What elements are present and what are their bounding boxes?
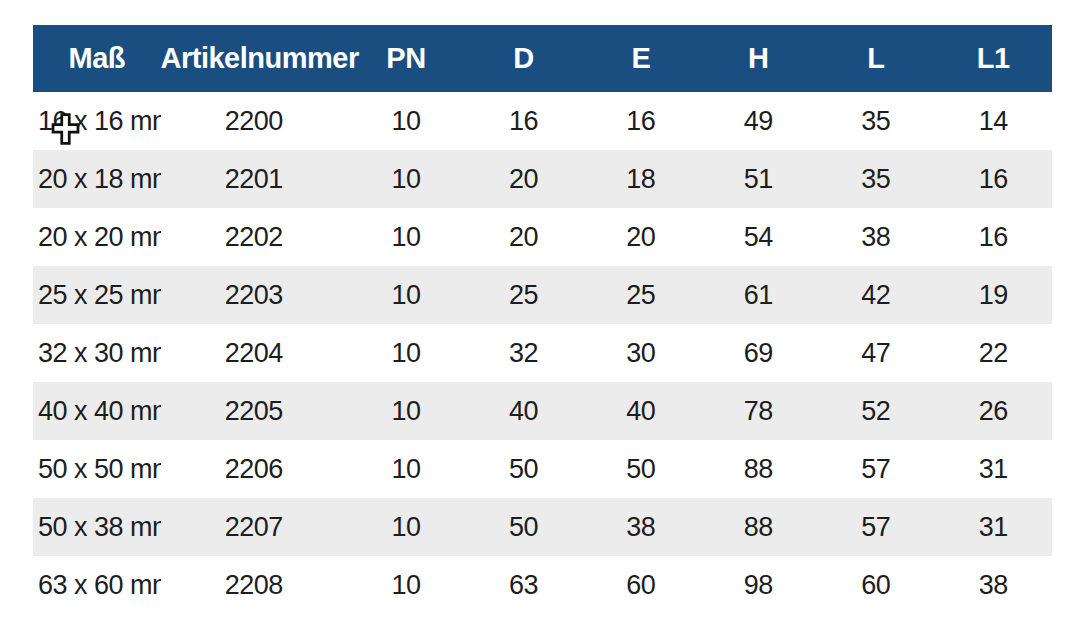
table-cell: 10 xyxy=(347,208,464,266)
table-cell: 16 xyxy=(934,208,1052,266)
table-cell: 2208 xyxy=(161,556,348,614)
table-cell: 50 xyxy=(465,440,582,498)
dimensions-table-container: Maß Artikelnummer PN D E H L L1 16 x 16 … xyxy=(33,25,1052,614)
table-cell: 63 xyxy=(465,556,582,614)
table-cell: 61 xyxy=(700,266,817,324)
column-header-d: D xyxy=(465,25,582,92)
table-header-row: Maß Artikelnummer PN D E H L L1 xyxy=(33,25,1052,92)
table-cell: 16 x 16 mn xyxy=(33,92,161,150)
table-cell: 2200 xyxy=(161,92,348,150)
table-cell: 57 xyxy=(817,498,934,556)
table-cell: 32 x 30 mn xyxy=(33,324,161,382)
table-cell: 69 xyxy=(700,324,817,382)
table-cell: 16 xyxy=(582,92,699,150)
table-cell: 78 xyxy=(700,382,817,440)
table-cell: 49 xyxy=(700,92,817,150)
table-cell: 26 xyxy=(934,382,1052,440)
table-cell: 25 xyxy=(582,266,699,324)
table-cell: 98 xyxy=(700,556,817,614)
table-cell: 2204 xyxy=(161,324,348,382)
table-cell: 88 xyxy=(700,498,817,556)
table-cell: 35 xyxy=(817,92,934,150)
table-cell: 10 xyxy=(347,498,464,556)
table-row: 32 x 30 mn2204103230694722 xyxy=(33,324,1052,382)
table-cell: 50 x 38 mn xyxy=(33,498,161,556)
table-cell: 10 xyxy=(347,150,464,208)
table-cell: 47 xyxy=(817,324,934,382)
table-cell: 38 xyxy=(817,208,934,266)
column-header-l1: L1 xyxy=(934,25,1052,92)
table-row: 63 x 60 mn2208106360986038 xyxy=(33,556,1052,614)
table-cell: 40 xyxy=(465,382,582,440)
table-cell: 22 xyxy=(934,324,1052,382)
table-cell: 10 xyxy=(347,92,464,150)
table-cell: 38 xyxy=(582,498,699,556)
table-cell: 32 xyxy=(465,324,582,382)
table-cell: 18 xyxy=(582,150,699,208)
column-header-h: H xyxy=(700,25,817,92)
table-cell: 57 xyxy=(817,440,934,498)
table-cell: 35 xyxy=(817,150,934,208)
table-row: 50 x 38 mn2207105038885731 xyxy=(33,498,1052,556)
table-cell: 16 xyxy=(934,150,1052,208)
table-row: 20 x 18 mn2201102018513516 xyxy=(33,150,1052,208)
table-cell: 31 xyxy=(934,498,1052,556)
table-body: 16 x 16 mn220010161649351420 x 18 mn2201… xyxy=(33,92,1052,614)
table-cell: 52 xyxy=(817,382,934,440)
table-cell: 2205 xyxy=(161,382,348,440)
table-cell: 20 xyxy=(465,208,582,266)
table-cell: 16 xyxy=(465,92,582,150)
table-cell: 38 xyxy=(934,556,1052,614)
table-row: 40 x 40 mn2205104040785226 xyxy=(33,382,1052,440)
table-cell: 60 xyxy=(817,556,934,614)
table-cell: 31 xyxy=(934,440,1052,498)
table-cell: 10 xyxy=(347,324,464,382)
table-cell: 60 xyxy=(582,556,699,614)
column-header-artikelnummer: Artikelnummer xyxy=(161,25,348,92)
table-cell: 88 xyxy=(700,440,817,498)
table-cell: 10 xyxy=(347,382,464,440)
table-cell: 63 x 60 mn xyxy=(33,556,161,614)
table-cell: 54 xyxy=(700,208,817,266)
table-row: 20 x 20 mn2202102020543816 xyxy=(33,208,1052,266)
table-cell: 2206 xyxy=(161,440,348,498)
column-header-l: L xyxy=(817,25,934,92)
table-cell: 20 x 18 mn xyxy=(33,150,161,208)
table-row: 50 x 50 mn2206105050885731 xyxy=(33,440,1052,498)
table-cell: 2203 xyxy=(161,266,348,324)
table-cell: 30 xyxy=(582,324,699,382)
table-cell: 42 xyxy=(817,266,934,324)
table-cell: 10 xyxy=(347,556,464,614)
table-cell: 25 xyxy=(465,266,582,324)
table-row: 25 x 25 mn2203102525614219 xyxy=(33,266,1052,324)
table-cell: 10 xyxy=(347,440,464,498)
table-cell: 2202 xyxy=(161,208,348,266)
table-cell: 50 x 50 mn xyxy=(33,440,161,498)
table-cell: 50 xyxy=(465,498,582,556)
table-cell: 20 x 20 mn xyxy=(33,208,161,266)
column-header-pn: PN xyxy=(347,25,464,92)
table-cell: 40 xyxy=(582,382,699,440)
dimensions-table: Maß Artikelnummer PN D E H L L1 16 x 16 … xyxy=(33,25,1052,614)
table-cell: 20 xyxy=(465,150,582,208)
column-header-e: E xyxy=(582,25,699,92)
table-cell: 2207 xyxy=(161,498,348,556)
table-cell: 51 xyxy=(700,150,817,208)
table-cell: 14 xyxy=(934,92,1052,150)
column-header-mass: Maß xyxy=(33,25,161,92)
table-cell: 25 x 25 mn xyxy=(33,266,161,324)
table-cell: 2201 xyxy=(161,150,348,208)
table-row: 16 x 16 mn2200101616493514 xyxy=(33,92,1052,150)
table-cell: 40 x 40 mn xyxy=(33,382,161,440)
table-cell: 19 xyxy=(934,266,1052,324)
table-cell: 20 xyxy=(582,208,699,266)
table-cell: 50 xyxy=(582,440,699,498)
table-cell: 10 xyxy=(347,266,464,324)
